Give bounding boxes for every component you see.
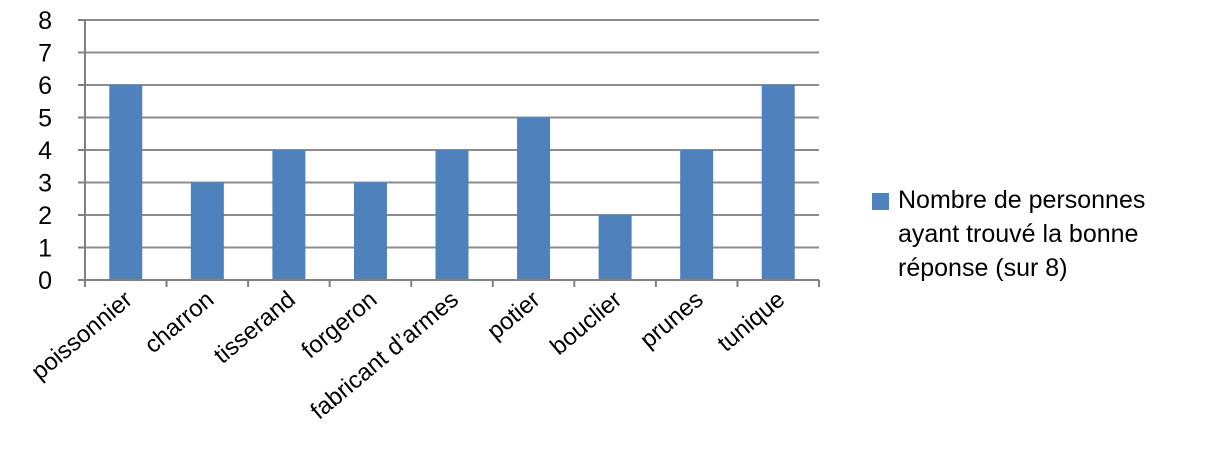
y-tick-label: 1	[38, 235, 52, 263]
bar-poissonnier	[109, 85, 143, 280]
y-tick-label: 0	[38, 267, 52, 295]
x-tick-label: tisserand	[209, 286, 301, 369]
bar-series	[109, 85, 795, 280]
y-tick-label: 3	[38, 170, 52, 198]
x-tick-label: potier	[482, 286, 545, 345]
y-tick-label: 4	[38, 137, 52, 165]
x-tick-label: poissonnier	[26, 286, 137, 386]
y-tick-label: 6	[38, 72, 52, 100]
x-tick-label: prunes	[635, 286, 709, 354]
bar-tunique	[761, 85, 795, 280]
legend-swatch	[872, 193, 889, 210]
y-tick-label: 2	[38, 202, 52, 230]
bar-potier	[517, 117, 551, 280]
bar-charron	[190, 182, 224, 280]
axes	[78, 19, 820, 287]
bar-forgeron	[353, 182, 387, 280]
bar-bouclier	[598, 215, 632, 280]
y-tick-label: 5	[38, 105, 52, 133]
legend: Nombre de personnes ayant trouvé la bonn…	[872, 183, 1212, 285]
x-tick-label: fabricant d’armes	[305, 286, 463, 425]
legend-label: Nombre de personnes ayant trouvé la bonn…	[898, 186, 1146, 282]
bar-tisserand	[272, 150, 306, 280]
y-tick-label: 8	[38, 7, 52, 35]
y-tick-label: 7	[38, 40, 52, 68]
bar-prunes	[680, 150, 714, 280]
bar-fabricant-d-armes	[435, 150, 469, 280]
x-tick-label: tunique	[712, 286, 790, 357]
x-tick-label: charron	[139, 286, 219, 359]
x-tick-label: bouclier	[545, 286, 627, 361]
